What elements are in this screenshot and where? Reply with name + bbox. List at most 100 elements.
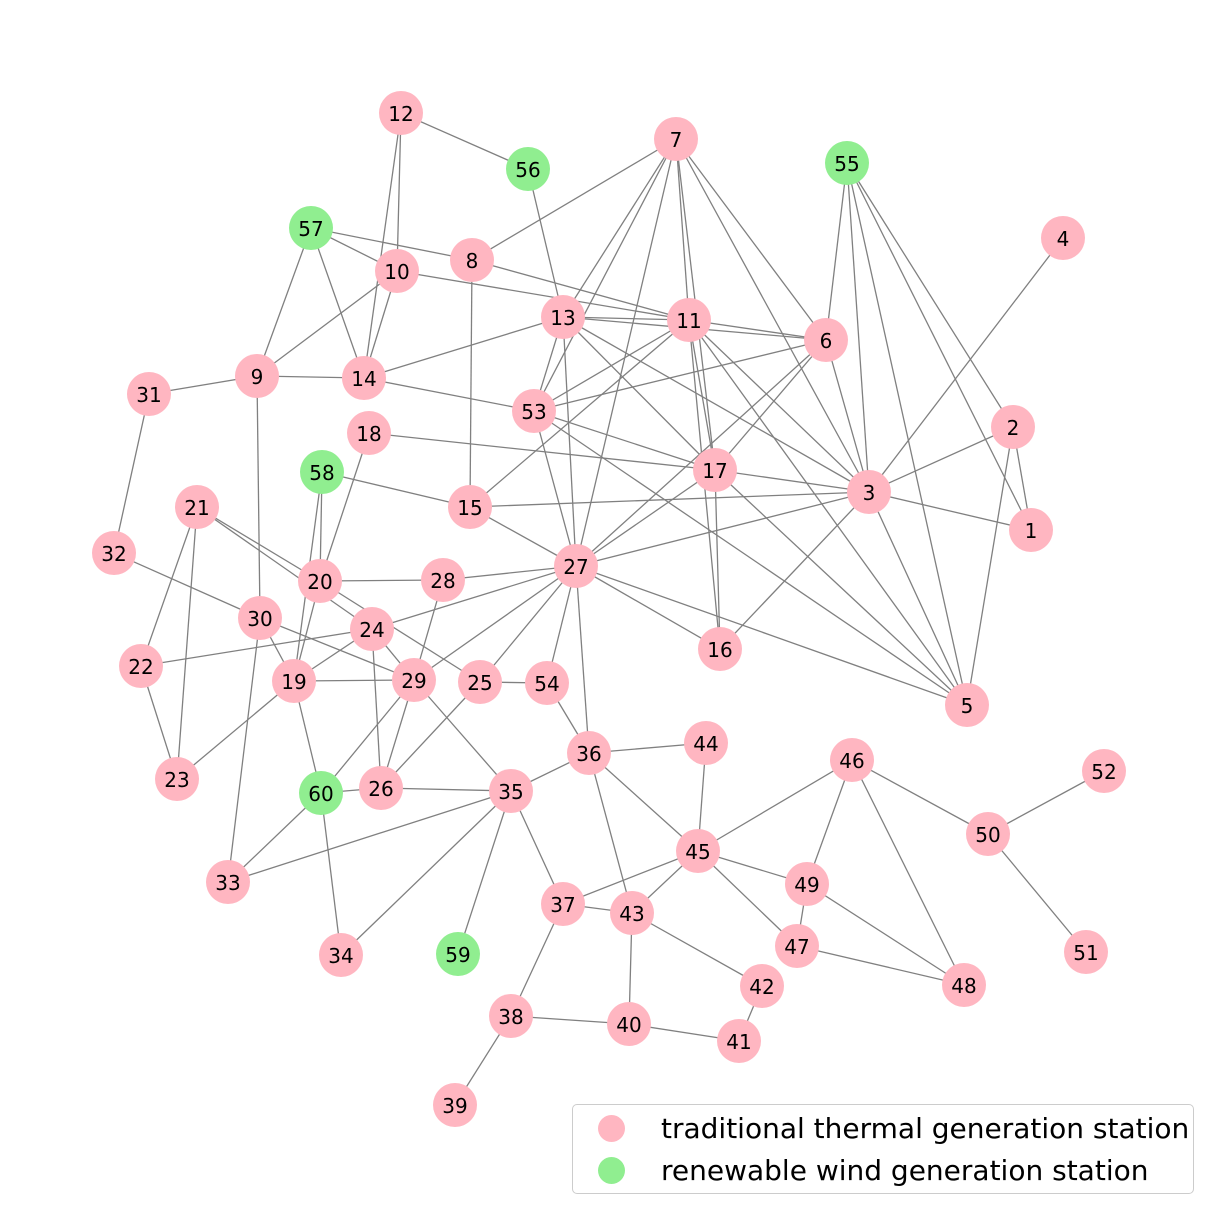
edge-21-20 bbox=[196, 506, 321, 582]
node-60: 60 bbox=[299, 771, 343, 815]
node-label-22: 22 bbox=[128, 655, 153, 679]
edge-17-3 bbox=[714, 469, 870, 493]
edge-27-24 bbox=[371, 565, 577, 630]
node-circle-44 bbox=[684, 721, 728, 765]
node-49: 49 bbox=[785, 862, 829, 906]
edge-14-53 bbox=[363, 377, 535, 412]
node-27: 27 bbox=[554, 544, 598, 588]
node-label-7: 7 bbox=[670, 128, 683, 152]
edge-3-1 bbox=[868, 491, 1032, 531]
node-circle-27 bbox=[554, 544, 598, 588]
legend-label-wind: renewable wind generation station bbox=[661, 1153, 1149, 1187]
edge-29-60 bbox=[320, 679, 415, 794]
node-circle-56 bbox=[506, 147, 550, 191]
node-circle-40 bbox=[607, 1002, 651, 1046]
node-24: 24 bbox=[350, 607, 394, 651]
edge-19-23 bbox=[176, 680, 295, 780]
node-label-9: 9 bbox=[251, 365, 264, 389]
node-57: 57 bbox=[289, 206, 333, 250]
node-6: 6 bbox=[804, 318, 848, 362]
node-circle-37 bbox=[541, 882, 585, 926]
node-circle-59 bbox=[436, 932, 480, 976]
node-circle-31 bbox=[127, 372, 171, 416]
edge-6-27 bbox=[575, 339, 827, 567]
node-circle-13 bbox=[541, 295, 585, 339]
node-28: 28 bbox=[421, 558, 465, 602]
node-label-57: 57 bbox=[298, 217, 323, 241]
edge-27-25 bbox=[479, 565, 577, 683]
edge-27-29 bbox=[413, 565, 577, 681]
edge-13-27 bbox=[562, 316, 577, 567]
node-43: 43 bbox=[610, 891, 654, 935]
edge-49-48 bbox=[806, 883, 965, 986]
edge-18-20 bbox=[319, 432, 370, 582]
node-circle-4 bbox=[1041, 216, 1085, 260]
wind-marker-icon bbox=[598, 1156, 625, 1184]
node-circle-5 bbox=[945, 683, 989, 727]
edge-35-59 bbox=[457, 790, 512, 955]
node-58: 58 bbox=[300, 450, 344, 494]
node-circle-29 bbox=[392, 658, 436, 702]
edge-13-14 bbox=[363, 316, 564, 379]
edge-46-45 bbox=[697, 759, 853, 852]
node-label-46: 46 bbox=[839, 749, 864, 773]
node-label-58: 58 bbox=[309, 461, 334, 485]
node-circle-23 bbox=[155, 757, 199, 801]
node-circle-60 bbox=[299, 771, 343, 815]
node-label-20: 20 bbox=[307, 570, 332, 594]
edge-11-15 bbox=[469, 319, 690, 508]
node-circle-30 bbox=[238, 596, 282, 640]
edge-11-53 bbox=[533, 319, 690, 412]
node-3: 3 bbox=[847, 470, 891, 514]
node-46: 46 bbox=[830, 738, 874, 782]
node-32: 32 bbox=[92, 531, 136, 575]
edge-4-3 bbox=[868, 237, 1064, 493]
node-8: 8 bbox=[450, 238, 494, 282]
edge-58-15 bbox=[321, 471, 471, 508]
node-label-60: 60 bbox=[308, 782, 333, 806]
node-circle-45 bbox=[676, 829, 720, 873]
node-label-42: 42 bbox=[749, 975, 774, 999]
edge-50-51 bbox=[987, 833, 1087, 953]
node-label-50: 50 bbox=[975, 823, 1000, 847]
edge-17-5 bbox=[714, 469, 968, 706]
node-1: 1 bbox=[1009, 508, 1053, 552]
node-7: 7 bbox=[654, 117, 698, 161]
node-4: 4 bbox=[1041, 216, 1085, 260]
legend-item-thermal: traditional thermal generation station bbox=[573, 1107, 1189, 1149]
edge-3-16 bbox=[719, 491, 870, 650]
edge-46-50 bbox=[851, 759, 989, 835]
edge-3-27 bbox=[575, 491, 870, 567]
node-label-49: 49 bbox=[794, 873, 819, 897]
edge-47-48 bbox=[796, 945, 965, 986]
node-circle-33 bbox=[206, 860, 250, 904]
node-51: 51 bbox=[1064, 930, 1108, 974]
edge-11-3 bbox=[688, 319, 870, 493]
edge-32-30 bbox=[113, 552, 261, 619]
node-circle-1 bbox=[1009, 508, 1053, 552]
edge-21-23 bbox=[176, 506, 198, 780]
node-circle-6 bbox=[804, 318, 848, 362]
node-20: 20 bbox=[298, 559, 342, 603]
node-circle-12 bbox=[379, 91, 423, 135]
node-label-47: 47 bbox=[784, 935, 809, 959]
node-label-10: 10 bbox=[384, 260, 409, 284]
node-circle-11 bbox=[667, 298, 711, 342]
node-label-5: 5 bbox=[961, 694, 974, 718]
node-circle-28 bbox=[421, 558, 465, 602]
node-circle-51 bbox=[1064, 930, 1108, 974]
node-circle-18 bbox=[347, 411, 391, 455]
edge-43-42 bbox=[631, 912, 763, 987]
node-label-56: 56 bbox=[515, 158, 540, 182]
edge-36-43 bbox=[588, 752, 633, 914]
edge-55-6 bbox=[825, 162, 848, 341]
edge-11-6 bbox=[688, 319, 827, 341]
node-circle-2 bbox=[991, 405, 1035, 449]
node-label-4: 4 bbox=[1057, 227, 1070, 251]
node-47: 47 bbox=[775, 924, 819, 968]
node-label-37: 37 bbox=[550, 893, 575, 917]
node-circle-55 bbox=[825, 141, 869, 185]
node-label-53: 53 bbox=[521, 400, 546, 424]
edge-12-14 bbox=[363, 112, 402, 379]
node-circle-3 bbox=[847, 470, 891, 514]
